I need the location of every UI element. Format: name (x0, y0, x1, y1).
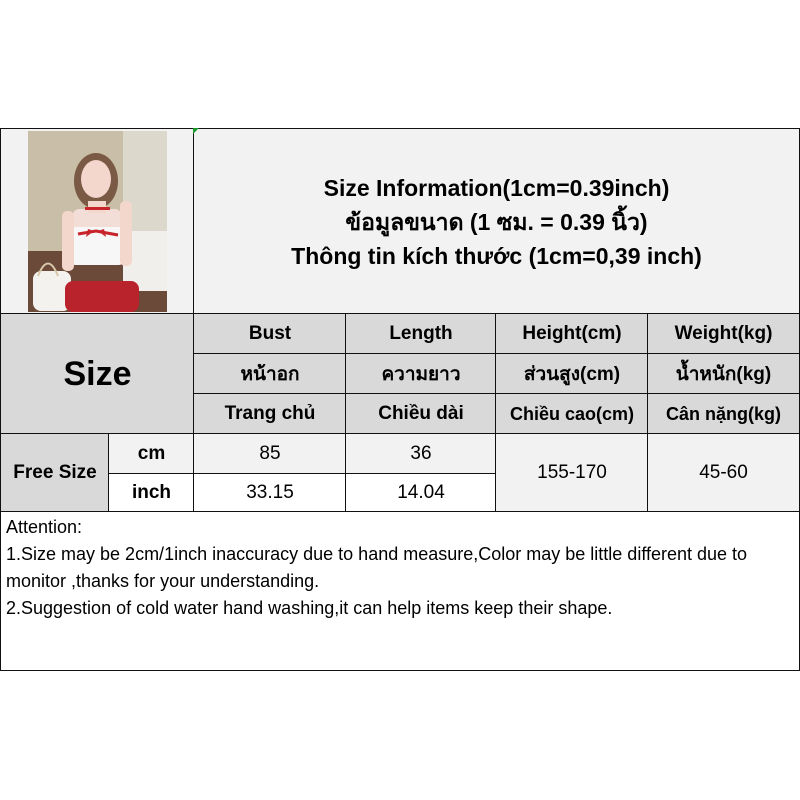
title-thai: ข้อมูลขนาด (1 ซม. = 0.39 นิ้ว) (345, 208, 648, 235)
header-height-th: ส่วนสูง(cm) (495, 353, 649, 395)
header-height-vi: Chiều cao(cm) (495, 393, 649, 435)
free-size-label: Free Size (0, 433, 110, 513)
header-weight-th: น้ำหนัก(kg) (647, 353, 800, 395)
header-bust-en: Bust (193, 313, 347, 355)
length-inch-value: 14.04 (345, 473, 497, 513)
header-height-en: Height(cm) (495, 313, 649, 355)
attention-notes: Attention: 1.Size may be 2cm/1inch inacc… (0, 511, 800, 671)
header-length-th: ความยาว (345, 353, 497, 395)
header-weight-vi: Cân nặng(kg) (647, 393, 800, 435)
unit-inch: inch (108, 473, 195, 513)
attention-note-1: 1.Size may be 2cm/1inch inaccuracy due t… (6, 544, 748, 591)
bust-cm-value: 85 (193, 433, 347, 475)
header-length-vi: Chiều dài (345, 393, 497, 435)
size-header: Size (0, 313, 195, 435)
length-cm-value: 36 (345, 433, 497, 475)
header-bust-vi: Trang chủ (193, 393, 347, 435)
product-photo (28, 131, 167, 312)
bust-inch-value: 33.15 (193, 473, 347, 513)
header-bust-th: หน้าอก (193, 353, 347, 395)
title-vietnamese: Thông tin kích thước (1cm=0,39 inch) (291, 242, 702, 269)
attention-note-2: 2.Suggestion of cold water hand washing,… (6, 598, 613, 618)
height-value: 155-170 (495, 433, 649, 513)
header-weight-en: Weight(kg) (647, 313, 800, 355)
header-length-en: Length (345, 313, 497, 355)
unit-cm: cm (108, 433, 195, 475)
attention-heading: Attention: (6, 517, 83, 537)
cell-comment-marker (193, 128, 199, 134)
size-information-title: Size Information(1cm=0.39inch) ข้อมูลขนา… (193, 128, 800, 315)
weight-value: 45-60 (647, 433, 800, 513)
title-english: Size Information(1cm=0.39inch) (323, 174, 670, 201)
